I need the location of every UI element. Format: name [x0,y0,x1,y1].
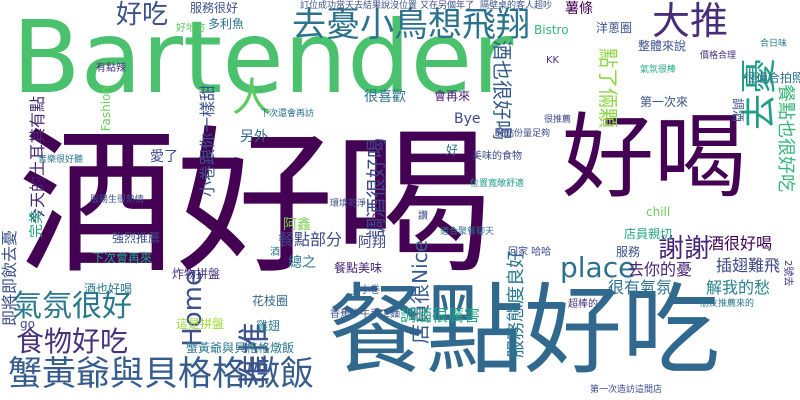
cloud-word: 好吃 [116,0,169,30]
cloud-word: 調酒很厲害 [400,306,481,325]
cloud-word: 有點辣 [96,63,126,74]
cloud-word: 人 [232,75,272,121]
cloud-word: 蟹黃爺與貝格格燉飯 [186,341,295,355]
cloud-word: 超棒的 [568,299,598,310]
cloud-word: 訂位成功當天去結果說沒位置 [300,1,418,11]
cloud-word: 氣氛很棒 [640,65,677,75]
cloud-word: 2號去 [782,260,793,287]
cloud-word: 第一次造訪這間店 [590,385,663,395]
cloud-word: 酒好喝 [18,112,492,296]
cloud-word: 很適合拍照 [744,71,800,85]
cloud-word: 很有氣氛 [608,278,673,297]
cloud-word: place [560,251,636,284]
cloud-word: 美味的食物 [472,151,522,162]
cloud-word: 會再來 [434,89,471,103]
cloud-word: 音樂很好聽 [38,155,84,165]
cloud-word: 調酒 [731,98,745,123]
cloud-word: 服務態度良好 [506,250,527,358]
cloud-word: 多利魚 [208,17,245,31]
cloud-word: 好喝 [562,104,747,211]
cloud-word: 店員很Nice [408,240,432,344]
cloud-word: Bye [454,111,481,127]
cloud-word: 完美 [29,210,45,238]
cloud-word: 大推 [652,0,729,43]
cloud-word: 食物好吃 [16,325,129,358]
cloud-word: 餐點好吃 [328,274,721,388]
cloud-word: 隔壁桌的客人超吵 [480,1,553,11]
cloud-word: chill [646,205,671,219]
cloud-word: 位置寬敞舒適 [470,179,525,189]
cloud-word: 洋蔥圈 [596,21,633,35]
cloud-word: 餐點美味 [334,261,383,275]
cloud-word: 餐點部分 [278,230,343,249]
cloud-word: 去你的憂 [628,260,693,279]
cloud-word: 價格合理 [700,51,737,61]
cloud-word: 小卷跟你一樣甜 [198,85,217,198]
cloud-word: 下次還會再訪 [260,109,315,119]
cloud-word: 愛了 [150,149,178,165]
cloud-word: 去憂小鳥想飛翔 [292,5,530,45]
cloud-word: 第一次來 [640,95,689,109]
cloud-word: Home [178,270,208,347]
cloud-word: 調酒很好喝 [364,138,388,238]
cloud-word: 服務 [616,245,641,259]
cloud-word: 很推薦 [544,115,572,125]
cloud-word: Bistro [534,23,569,37]
cloud-word: 阿鑫 [283,217,311,233]
cloud-word: 花枝圈 [252,294,289,308]
cloud-word: Fashion [99,86,113,132]
cloud-word: KK [546,55,560,66]
cloud-word: go [20,317,35,331]
cloud-word: 總之 [288,255,316,271]
cloud-word: 插翅難飛 [716,256,781,275]
cloud-word: 蟹黃爺與貝格格燉飯 [8,354,314,394]
cloud-word: 很喜歡 [364,89,406,105]
cloud-word: 謝謝 [658,234,711,264]
cloud-word: Bartender [12,0,514,116]
cloud-word: 氣氛很好 [12,289,132,324]
cloud-word: 酒 [270,247,280,258]
cloud-word: 阿翔 [358,235,386,251]
cloud-word: 這是拼盤 [176,317,225,331]
cloud-word: 讚 [418,211,428,222]
cloud-word: 去憂 [739,58,780,131]
cloud-word: 店員親切 [624,227,673,241]
cloud-word: 薯條 [565,1,593,17]
cloud-word: 強烈推薦 [112,231,161,245]
cloud-word: 炸物拼盤 [172,267,221,281]
cloud-word: 環境乾淨 [330,199,367,209]
cloud-word: 酒很好喝 [708,234,773,253]
cloud-word: 另外 [240,129,268,145]
cloud-word: 解我的愁 [706,278,771,297]
cloud-word: 雞翅 [256,319,281,333]
cloud-word: 合日味 [760,39,788,49]
cloud-word: 餐點也很好吃 [775,84,796,192]
cloud-word: 好地方 [176,23,206,34]
cloud-word: 回家 哈哈 [508,247,552,258]
cloud-word: 服務很好 [190,1,239,15]
cloud-word: 下次會再來 [92,251,153,265]
cloud-word: 朋友推薦來的 [700,299,755,309]
cloud-word: 酒也很好喝 [490,40,514,140]
cloud-word: 香蕉牛牛手工麵 [330,309,400,320]
cloud-word: 小卷 [360,285,380,296]
cloud-word: 餐點份量足夠 [496,129,551,139]
cloud-word: 點了倆顆 [596,48,620,128]
cloud-word: 酒也好喝 [84,282,133,296]
cloud-word: 又在另個年了 [420,1,475,11]
cloud-word: 即將即飲去憂 [0,230,19,327]
cloud-word: 服務生很熱情 [90,195,145,205]
cloud-word: 好 [446,143,459,157]
cloud-word: 適合聚餐聊天 [440,227,495,237]
cloud-word: 整體來說 [638,39,687,53]
